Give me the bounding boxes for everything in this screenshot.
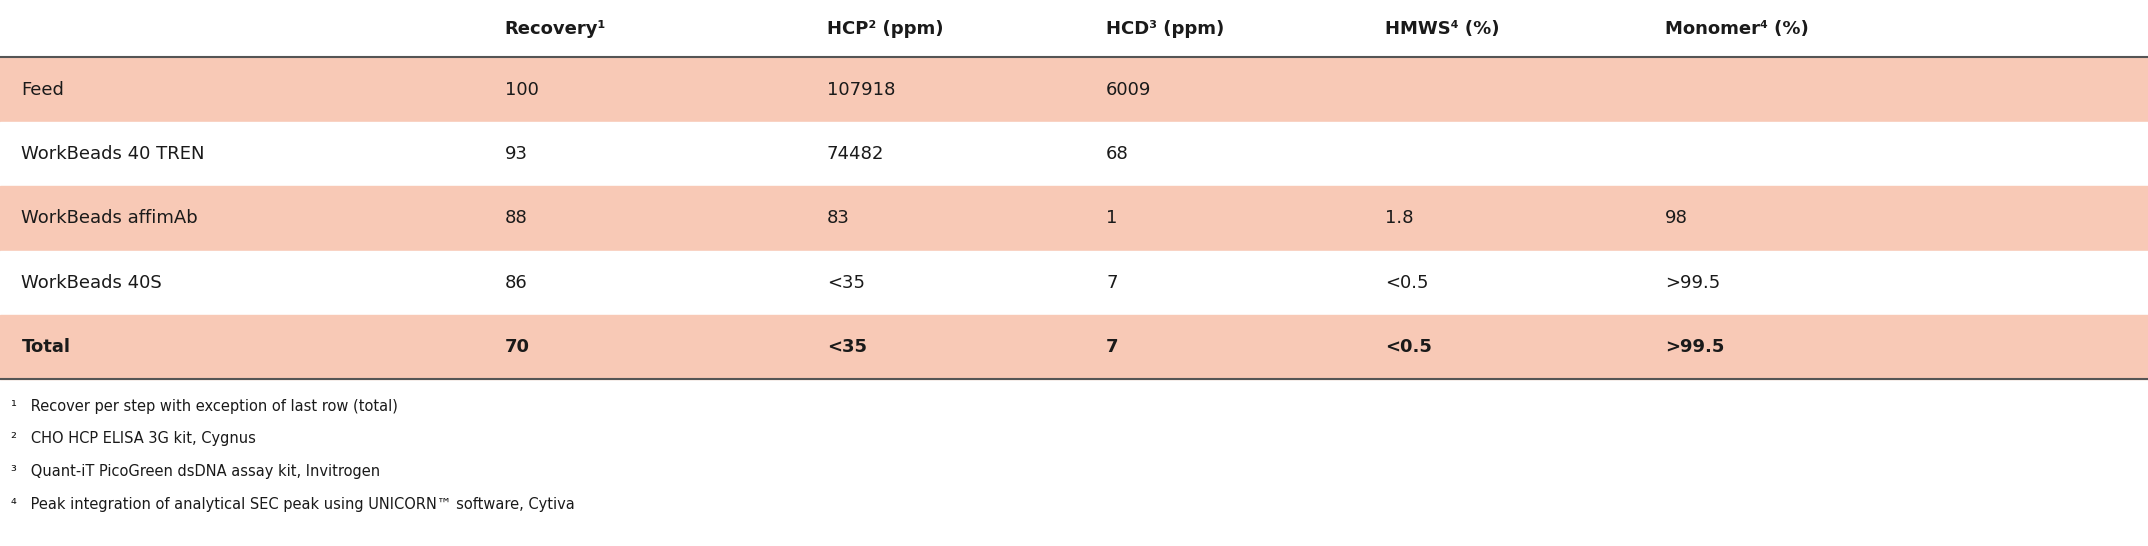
Text: 70: 70 xyxy=(505,339,531,356)
Text: <35: <35 xyxy=(827,339,868,356)
Text: WorkBeads 40S: WorkBeads 40S xyxy=(21,274,163,292)
Bar xyxy=(0,186,2148,251)
Text: 6009: 6009 xyxy=(1106,81,1151,98)
Text: >99.5: >99.5 xyxy=(1665,274,1721,292)
Text: 93: 93 xyxy=(505,145,528,163)
Text: HMWS⁴ (%): HMWS⁴ (%) xyxy=(1385,20,1499,38)
Text: HCD³ (ppm): HCD³ (ppm) xyxy=(1106,20,1224,38)
Text: ³   Quant-iT PicoGreen dsDNA assay kit, Invitrogen: ³ Quant-iT PicoGreen dsDNA assay kit, In… xyxy=(11,464,380,479)
Text: 98: 98 xyxy=(1665,210,1688,227)
Text: Total: Total xyxy=(21,339,71,356)
Text: <0.5: <0.5 xyxy=(1385,339,1433,356)
Text: 74482: 74482 xyxy=(827,145,885,163)
Text: 7: 7 xyxy=(1106,274,1117,292)
Text: HCP² (ppm): HCP² (ppm) xyxy=(827,20,943,38)
Text: ²   CHO HCP ELISA 3G kit, Cygnus: ² CHO HCP ELISA 3G kit, Cygnus xyxy=(11,431,256,446)
Text: Recovery¹: Recovery¹ xyxy=(505,20,606,38)
Bar xyxy=(0,122,2148,186)
Text: 1.8: 1.8 xyxy=(1385,210,1413,227)
Bar xyxy=(0,251,2148,315)
Text: 83: 83 xyxy=(827,210,851,227)
Text: <0.5: <0.5 xyxy=(1385,274,1428,292)
Bar xyxy=(0,315,2148,379)
Text: 88: 88 xyxy=(505,210,528,227)
Text: 7: 7 xyxy=(1106,339,1119,356)
Bar xyxy=(0,57,2148,122)
Text: >99.5: >99.5 xyxy=(1665,339,1725,356)
Text: WorkBeads affimAb: WorkBeads affimAb xyxy=(21,210,198,227)
Text: 100: 100 xyxy=(505,81,539,98)
Text: 1: 1 xyxy=(1106,210,1117,227)
Text: 86: 86 xyxy=(505,274,528,292)
Text: <35: <35 xyxy=(827,274,866,292)
Text: Feed: Feed xyxy=(21,81,64,98)
Text: Monomer⁴ (%): Monomer⁴ (%) xyxy=(1665,20,1809,38)
Text: ¹   Recover per step with exception of last row (total): ¹ Recover per step with exception of las… xyxy=(11,399,397,413)
Text: 68: 68 xyxy=(1106,145,1130,163)
Text: WorkBeads 40 TREN: WorkBeads 40 TREN xyxy=(21,145,204,163)
Text: 107918: 107918 xyxy=(827,81,896,98)
Text: ⁴   Peak integration of analytical SEC peak using UNICORN™ software, Cytiva: ⁴ Peak integration of analytical SEC pea… xyxy=(11,497,574,512)
